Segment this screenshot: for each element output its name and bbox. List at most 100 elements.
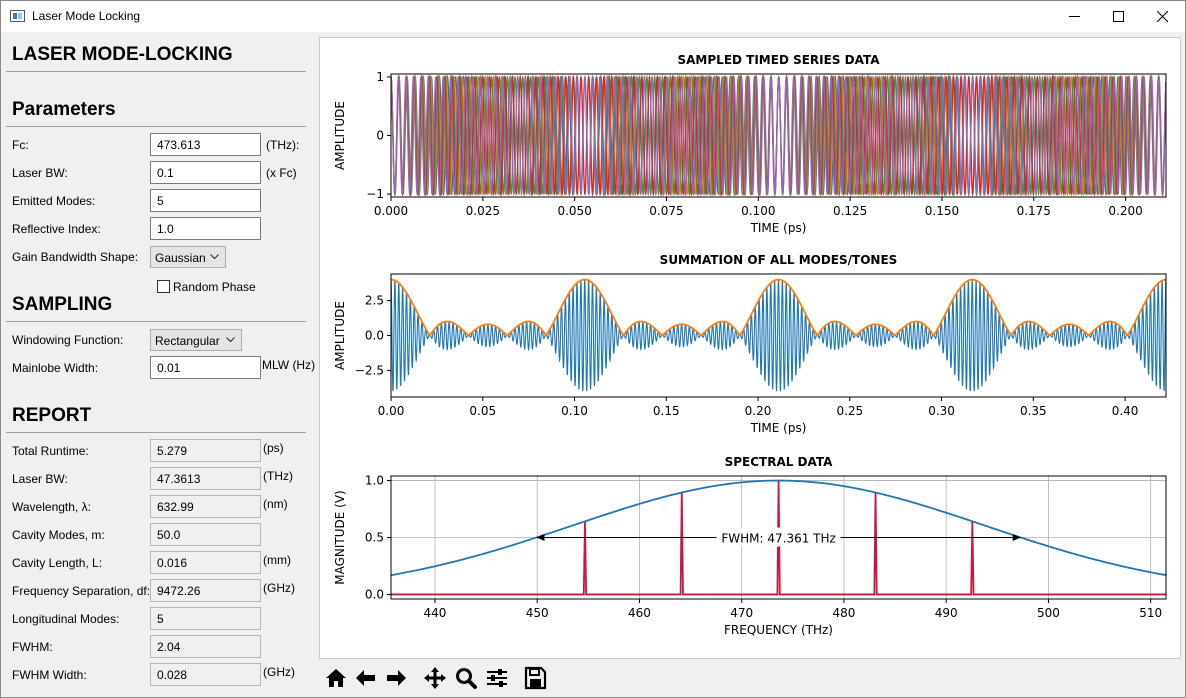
chart-title: SUMMATION OF ALL MODES/TONES	[660, 253, 898, 267]
save-button[interactable]	[522, 665, 548, 691]
x-tick-label: 470	[730, 606, 753, 620]
parameters-heading: Parameters	[12, 99, 116, 120]
y-tick-label: −1	[366, 187, 384, 201]
pan-button[interactable]	[422, 665, 448, 691]
windowing-label: Windowing Function:	[12, 333, 124, 347]
report-unit: (mm)	[263, 553, 291, 567]
plot-canvas[interactable]: SAMPLED TIMED SERIES DATA 0.000 0.025 0.050…	[319, 37, 1181, 659]
x-axis-label: TIME (ps)	[750, 221, 807, 235]
annotation-bg	[716, 527, 841, 547]
windowing-value: Rectangular	[155, 334, 220, 348]
reflective-index-label: Reflective Index:	[12, 222, 101, 236]
x-tick-label: 490	[935, 606, 958, 620]
report-value: 5	[150, 607, 261, 630]
report-heading: REPORT	[12, 405, 92, 426]
x-tick-label: 0.025	[466, 204, 500, 218]
x-tick-label: 510	[1139, 606, 1162, 620]
report-label: Cavity Modes, m:	[12, 528, 105, 542]
y-tick-label: 1	[376, 70, 384, 84]
divider	[6, 432, 306, 433]
report-value: 0.016	[150, 551, 261, 574]
save-icon	[524, 666, 547, 690]
configure-subplots-button[interactable]	[484, 665, 510, 691]
forward-arrow-icon	[387, 670, 406, 686]
report-unit: (THz)	[263, 469, 293, 483]
mainlobe-unit: MLW (Hz)	[262, 358, 316, 372]
mainlobe-label: Mainlobe Width:	[12, 361, 99, 375]
x-tick-label: 440	[424, 606, 447, 620]
minimize-button[interactable]	[1051, 1, 1097, 32]
x-tick-label: 0.125	[833, 204, 867, 218]
report-unit: (ps)	[263, 441, 284, 455]
report-label: FWHM:	[12, 640, 53, 654]
y-axis-label: AMPLITUDE	[333, 301, 347, 370]
chart-title: SAMPLED TIMED SERIES DATA	[678, 53, 881, 67]
maximize-button[interactable]	[1095, 1, 1141, 32]
y-tick-label: 0.5	[365, 531, 384, 545]
home-button[interactable]	[323, 665, 349, 691]
emitted-modes-label: Emitted Modes:	[12, 194, 96, 208]
report-value: 47.3613	[150, 467, 261, 490]
y-tick-label: 0.0	[365, 587, 384, 601]
plot-series-group	[391, 479, 1166, 596]
x-tick-label: 0.05	[469, 404, 496, 418]
report-label: Longitudinal Modes:	[12, 612, 120, 626]
title-bar: Laser Mode Locking	[1, 1, 1185, 32]
y-tick-label: 0.0	[365, 329, 384, 343]
app-heading: LASER MODE-LOCKING	[12, 44, 233, 65]
x-tick-label: 460	[628, 606, 651, 620]
report-value: 632.99	[150, 495, 261, 518]
back-arrow-icon	[356, 670, 375, 686]
series-line-envelope	[391, 278, 1166, 338]
random-phase-label: Random Phase	[173, 280, 256, 294]
report-value: 0.028	[150, 663, 261, 686]
y-tick-label: 1.0	[365, 474, 384, 488]
report-unit: (GHz)	[263, 581, 295, 595]
forward-button[interactable]	[383, 665, 409, 691]
plot-toolbar	[319, 659, 1181, 695]
x-tick-label: 0.175	[1017, 204, 1051, 218]
x-tick-label: 0.40	[1112, 404, 1139, 418]
emitted-modes-input[interactable]: 5	[150, 189, 261, 212]
x-tick-label: 500	[1037, 606, 1060, 620]
back-button[interactable]	[353, 665, 379, 691]
x-tick-label: 480	[832, 606, 855, 620]
zoom-button[interactable]	[453, 665, 479, 691]
gain-shape-select[interactable]: Gaussian	[150, 246, 226, 268]
x-tick-label: 0.35	[1020, 404, 1047, 418]
x-tick-label: 0.100	[741, 204, 775, 218]
random-phase-checkbox[interactable]	[157, 280, 170, 293]
sampling-heading: SAMPLING	[12, 294, 113, 315]
close-button[interactable]	[1139, 1, 1185, 32]
plot-series-group	[391, 278, 1166, 392]
window-title: Laser Mode Locking	[32, 9, 141, 23]
x-tick-label: 0.00	[378, 404, 405, 418]
report-value: 2.04	[150, 635, 261, 658]
y-tick-label: −2.5	[355, 363, 384, 377]
x-tick-label: 0.20	[745, 404, 772, 418]
fc-input[interactable]: 473.613	[150, 133, 261, 156]
series-line-mode-5	[391, 74, 1166, 197]
reflective-index-input[interactable]: 1.0	[150, 217, 261, 240]
report-value: 50.0	[150, 523, 261, 546]
x-tick-label: 0.15	[653, 404, 680, 418]
fc-unit: (THz):	[266, 138, 300, 152]
report-label: FWHM Width:	[12, 668, 87, 682]
divider	[6, 71, 306, 72]
report-label: Wavelength, λ:	[12, 500, 91, 514]
x-tick-label: 0.200	[1108, 204, 1142, 218]
mainlobe-input[interactable]: 0.01	[150, 356, 261, 379]
zoom-icon	[456, 668, 477, 689]
x-axis-label: FREQUENCY (THz)	[724, 623, 833, 637]
fwhm-arrow-head-left	[536, 534, 545, 541]
laser-bw-input[interactable]: 0.1	[150, 161, 261, 184]
x-tick-label: 0.30	[928, 404, 955, 418]
laser-bw-unit: (x Fc)	[266, 166, 297, 180]
x-tick-label: 0.000	[374, 204, 408, 218]
windowing-select[interactable]: Rectangular	[150, 329, 242, 351]
home-icon	[326, 669, 346, 687]
x-tick-label: 0.075	[649, 204, 683, 218]
y-axis-label: MAGNITUDE (V)	[333, 490, 347, 585]
chart-title: SPECTRAL DATA	[725, 455, 834, 469]
